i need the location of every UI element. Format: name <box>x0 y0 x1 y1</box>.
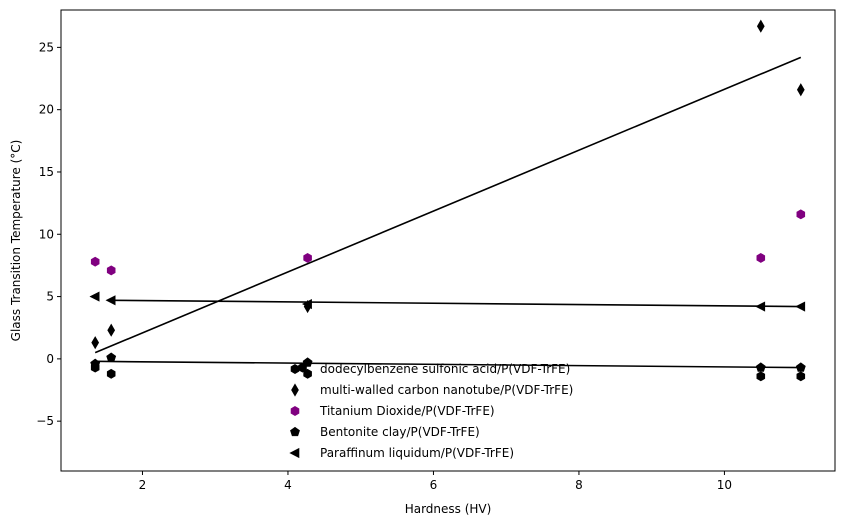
legend-entry-label: multi-walled carbon nanotube/P(VDF-TrFE) <box>320 383 573 397</box>
legend-marker <box>290 426 300 437</box>
data-point <box>301 298 312 310</box>
data-point <box>91 336 100 350</box>
data-point <box>795 301 806 312</box>
legend-entry-label: Titanium Dioxide/P(VDF-TrFE) <box>319 404 495 418</box>
data-point <box>755 301 766 312</box>
legend-marker <box>289 447 300 459</box>
legend-marker <box>290 406 300 416</box>
y-tick-label: 15 <box>39 165 54 179</box>
y-tick-label: −5 <box>36 414 54 428</box>
data-point <box>106 265 116 276</box>
data-point <box>302 357 313 367</box>
y-tick-label: 10 <box>39 227 54 241</box>
data-point <box>105 295 116 306</box>
x-tick-label: 10 <box>717 478 732 492</box>
legend-entry-label: Paraffinum liquidum/P(VDF-TrFE) <box>320 446 514 460</box>
legend-entry-label: dodecylbenzene sulfonic acid/P(VDF-TrFE) <box>320 362 570 376</box>
data-point <box>90 358 101 369</box>
data-point <box>755 362 766 372</box>
data-point <box>106 352 117 362</box>
data-point <box>756 371 766 382</box>
plot-frame <box>60 9 836 472</box>
legend-marker <box>291 383 299 397</box>
fit-line <box>94 56 802 354</box>
y-axis-label: Glass Transition Temperature (°C) <box>9 140 23 342</box>
data-point <box>106 368 116 379</box>
data-point <box>796 209 806 220</box>
y-axis-ticks: −5 0 5 10 15 20 25 <box>36 40 61 428</box>
x-tick-label: 8 <box>575 478 583 492</box>
data-point <box>795 362 806 372</box>
legend-marker <box>290 364 300 374</box>
data-point <box>303 368 312 379</box>
y-tick-label: 0 <box>46 352 54 366</box>
data-point <box>89 291 100 302</box>
data-point <box>303 252 312 263</box>
fit-lines <box>94 56 802 369</box>
y-tick-label: 5 <box>46 290 54 304</box>
fit-line <box>111 299 801 308</box>
x-tick-label: 6 <box>430 478 438 492</box>
y-tick-label: 20 <box>39 103 54 117</box>
fit-line <box>95 360 801 369</box>
data-point <box>756 19 765 33</box>
data-points <box>89 19 806 382</box>
data-point <box>796 83 805 97</box>
y-tick-label: 25 <box>39 40 54 54</box>
legend: dodecylbenzene sulfonic acid/P(VDF-TrFE)… <box>289 362 573 460</box>
x-tick-label: 2 <box>139 478 147 492</box>
x-axis-ticks: 2 4 6 8 10 <box>139 471 732 492</box>
x-tick-label: 4 <box>284 478 292 492</box>
data-point <box>756 252 766 263</box>
data-point <box>90 256 100 267</box>
data-point <box>796 371 806 382</box>
legend-entry-label: Bentonite clay/P(VDF-TrFE) <box>320 425 480 439</box>
x-axis-label: Hardness (HV) <box>405 502 492 516</box>
data-point <box>107 323 116 337</box>
